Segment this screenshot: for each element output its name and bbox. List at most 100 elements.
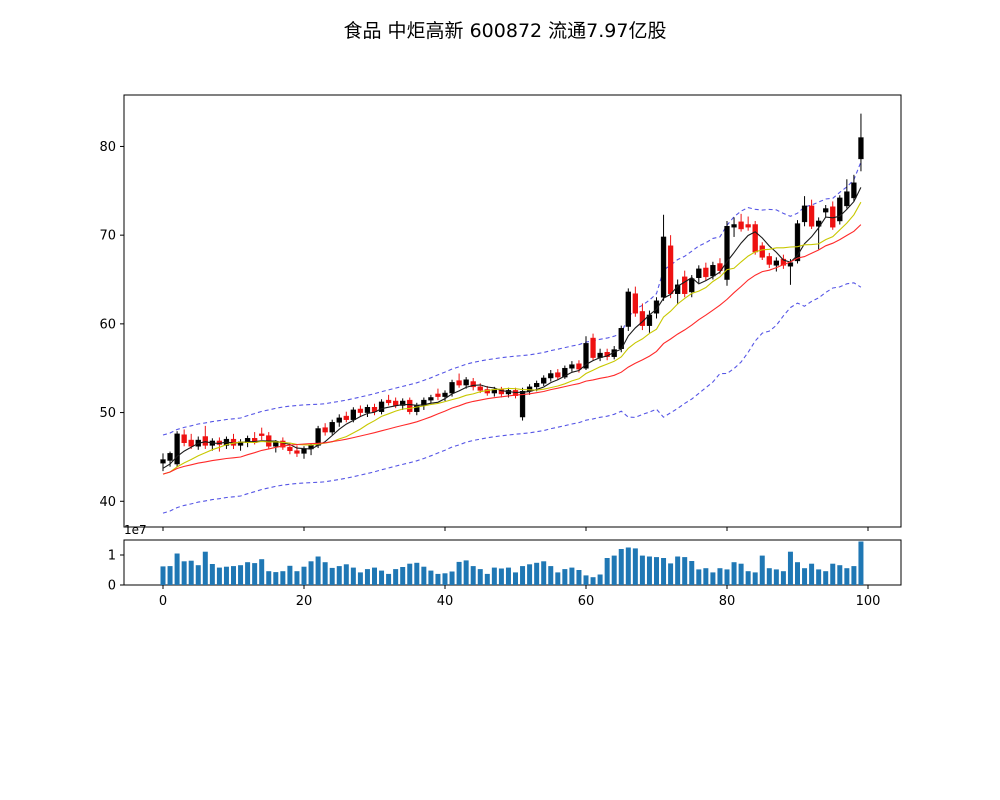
volume-bar (710, 572, 716, 585)
volume-bar (372, 567, 377, 585)
volume-bar (301, 566, 307, 585)
volume-bar (491, 567, 497, 585)
volume-bar (787, 551, 793, 585)
volume-bar (675, 556, 681, 585)
volume-bar (350, 567, 356, 585)
volume-bar (795, 562, 800, 585)
volume-bar (604, 558, 610, 585)
volume-y-tick-label: 0 (108, 579, 116, 594)
volume-axes-frame (123, 539, 902, 586)
volume-bar (851, 566, 857, 585)
volume-bar (837, 565, 843, 585)
volume-bar (717, 568, 723, 585)
volume-bar (844, 568, 850, 585)
candle-body-down (639, 311, 646, 326)
candle-body-down (780, 258, 787, 266)
x-tick-label: 100 (856, 594, 881, 609)
candle-body-up (710, 265, 716, 277)
volume-bar (654, 557, 659, 585)
volume-bar (400, 567, 406, 585)
candle-body-up (400, 400, 406, 406)
candle-body-down (590, 337, 596, 358)
volume-bar (315, 556, 321, 585)
candle-body-up (773, 260, 780, 266)
volume-bar (682, 557, 688, 585)
main-price-chart: 40 50 60 70 80 (99, 94, 902, 531)
volume-bar (534, 562, 540, 585)
candle-body-up (858, 137, 864, 160)
volume-bar (195, 565, 201, 585)
x-tick-label: 40 (437, 594, 454, 609)
volume-bar (597, 574, 603, 585)
candle-body-up (364, 406, 371, 413)
volume-bar (308, 561, 314, 585)
volume-bar (555, 572, 561, 585)
candle-body-up (160, 459, 166, 464)
candle-body-down (555, 372, 561, 378)
volume-bar (435, 573, 441, 585)
candle-body-up (660, 236, 667, 298)
candle-body-up (851, 182, 857, 199)
volume-bar (759, 555, 765, 585)
volume-bar (632, 548, 638, 585)
volume-bar (766, 568, 772, 585)
volume-bar (618, 549, 624, 585)
x-tick-label: 60 (578, 594, 595, 609)
volume-bar (202, 551, 208, 585)
ma10-line (162, 201, 862, 475)
volume-bar (181, 561, 187, 585)
volume-bar (357, 572, 363, 585)
volume-bar (379, 570, 385, 585)
volume-bar (245, 562, 251, 585)
candle-body-up (463, 379, 469, 386)
candle-body-up (794, 223, 801, 262)
volume-bar (449, 571, 455, 585)
volume-bar (541, 561, 547, 585)
volume-bar (830, 563, 836, 585)
volume-bar (689, 561, 695, 585)
candle-body-down (407, 399, 413, 412)
volume-bar (498, 568, 504, 585)
volume-bar (477, 569, 483, 585)
candle-body-up (442, 392, 448, 397)
volume-scale-offset-label: 1e7 (124, 523, 147, 537)
candle-body-down (667, 245, 674, 294)
volume-bar (780, 571, 786, 585)
volume-bar (484, 573, 490, 585)
volume-bar (520, 566, 526, 585)
candle-body-down (357, 408, 364, 413)
volume-bar (724, 569, 730, 585)
y-tick-label: 80 (99, 140, 116, 155)
volume-bar (548, 566, 554, 585)
volume-bar (576, 570, 582, 585)
candle-body-down (287, 446, 293, 451)
candle-body-up (653, 300, 660, 314)
volume-bar (266, 571, 272, 585)
volume-bar (223, 566, 229, 585)
volume-bar (273, 572, 279, 585)
chart-title: 食品 中炬高新 600872 流通7.97亿股 (344, 20, 667, 42)
volume-bar (639, 555, 645, 585)
volume-bar (209, 564, 215, 585)
candle-body-up (449, 382, 455, 394)
candle-body-down (259, 433, 265, 436)
candle-body-up (625, 291, 631, 327)
candle-body-up (731, 224, 737, 228)
candle-body-down (745, 224, 751, 228)
candle-body-down (435, 393, 441, 397)
candle-body-down (393, 400, 399, 406)
candle-body-down (181, 434, 187, 443)
x-tick-label: 80 (719, 594, 736, 609)
volume-bar (505, 567, 511, 585)
volume-bar (167, 566, 173, 585)
volume-bar (745, 571, 751, 585)
candle-body-up (689, 278, 695, 293)
candle-body-up (428, 397, 434, 401)
volume-bar (216, 567, 222, 585)
boll-upper-line (162, 161, 862, 436)
volume-bar (414, 562, 420, 585)
volume-bar (646, 556, 652, 585)
candle-body-down (294, 450, 300, 454)
volume-bar (661, 558, 667, 585)
